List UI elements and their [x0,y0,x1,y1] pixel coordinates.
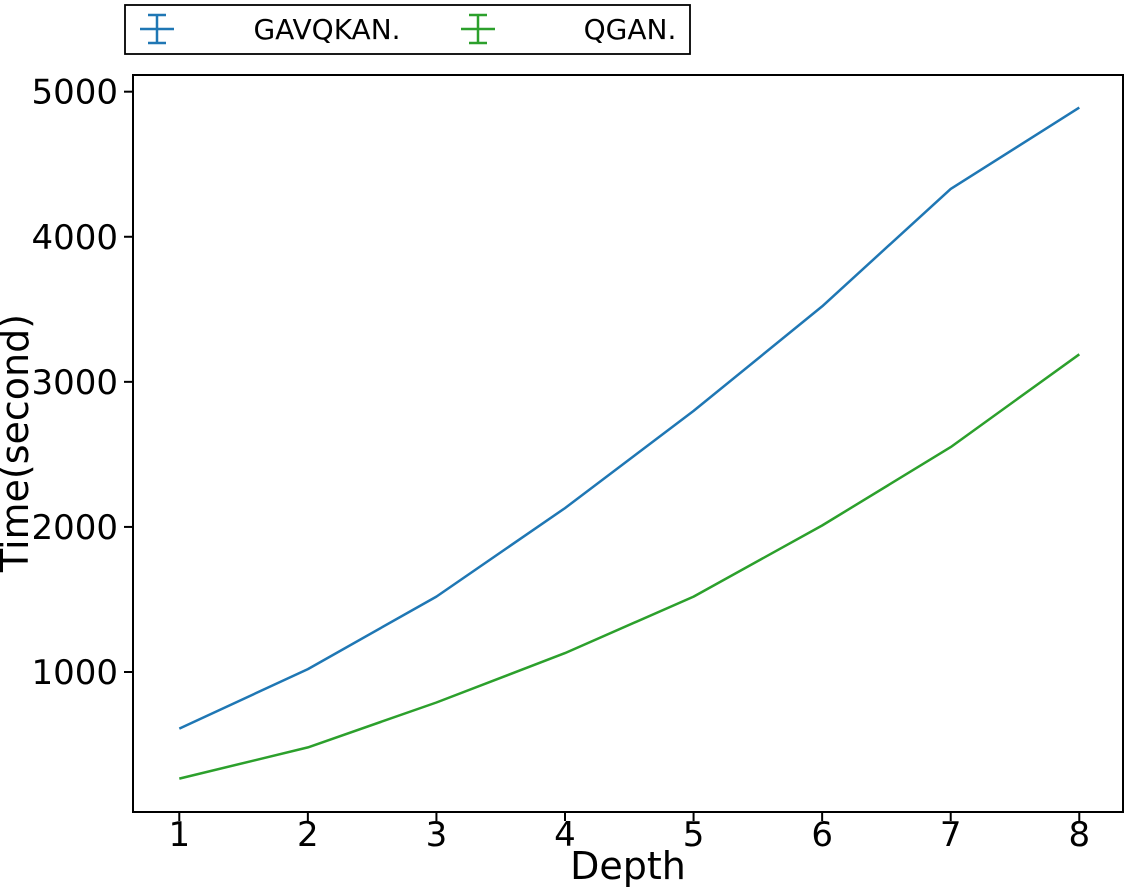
y-tick-label: 2000 [31,508,118,548]
x-tick-label: 3 [426,815,448,855]
series-line-gavqkan [178,106,1080,730]
x-tick-label: 7 [940,815,962,855]
x-tick-label: 5 [683,815,705,855]
series-lines [178,106,1081,780]
plot-border [132,74,1124,813]
errorbar-marker-icon [140,13,174,45]
series-line-qgan [179,353,1081,780]
y-tick-label: 3000 [31,363,118,403]
y-axis-label: Time(second) [0,314,37,573]
legend-label-gavqkan: GAVQKAN. [253,13,400,46]
x-tick-label: 2 [297,815,319,855]
legend: GAVQKAN. QGAN. [124,4,691,55]
x-tick-label: 8 [1068,815,1090,855]
x-tick-label: 1 [168,815,190,855]
axis-ticks: 1 2 3 4 5 6 7 8 1000 2000 3000 4000 5000 [31,73,1090,855]
x-tick-label: 6 [811,815,833,855]
legend-box [124,4,691,55]
y-tick-label: 5000 [31,73,118,113]
legend-label-qgan: QGAN. [584,13,677,46]
errorbar-marker-icon [461,13,495,45]
y-tick-label: 4000 [31,218,118,258]
y-tick-label: 1000 [31,653,118,693]
x-axis-label: Depth [570,844,686,888]
x-tick-label: 4 [554,815,576,855]
